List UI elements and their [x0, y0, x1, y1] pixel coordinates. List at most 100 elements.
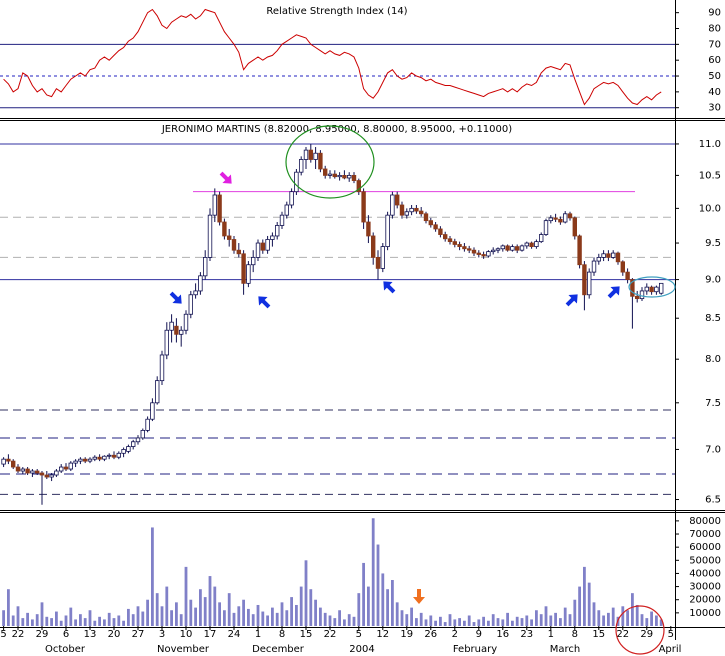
- volume-bar: [535, 610, 538, 626]
- candle-body: [260, 242, 265, 251]
- x-tick-label: 5: [356, 629, 362, 640]
- volume-bar: [607, 612, 610, 626]
- volume-bar: [631, 593, 634, 626]
- candle-body: [15, 466, 21, 472]
- volume-bar: [381, 573, 385, 626]
- volume-bar: [40, 602, 44, 626]
- volume-bar: [26, 612, 29, 626]
- candle-body: [625, 271, 630, 280]
- candle-body: [332, 173, 337, 178]
- candle-body: [591, 260, 597, 273]
- y-tick-label: 8.0: [705, 354, 721, 365]
- candle-body: [423, 213, 429, 222]
- volume-bar: [213, 586, 217, 626]
- candle-body: [130, 441, 136, 447]
- candle-body: [126, 446, 131, 452]
- volume-bar: [314, 599, 317, 626]
- candle-body: [553, 217, 558, 220]
- candle-body: [54, 470, 59, 476]
- volume-bar: [659, 619, 663, 626]
- volume-bar: [251, 614, 255, 626]
- volume-bar: [208, 576, 212, 626]
- volume-bar: [592, 602, 596, 626]
- volume-bar: [83, 618, 87, 626]
- x-tick-label: 1: [255, 629, 261, 640]
- candle-body: [457, 244, 462, 248]
- candle-body: [582, 264, 587, 296]
- volume-bar: [261, 611, 265, 626]
- candle-body: [539, 234, 544, 243]
- volume-bar: [602, 615, 605, 626]
- candle-body: [327, 173, 333, 176]
- volume-bar: [328, 615, 332, 626]
- volume-bar: [280, 602, 284, 626]
- volume-bar: [309, 589, 313, 626]
- candle-body: [236, 249, 241, 255]
- x-tick-label: 8: [279, 629, 285, 640]
- volume-bar: [343, 619, 346, 626]
- volume-bar: [79, 614, 82, 626]
- volume-bar: [511, 620, 514, 626]
- month-label: February: [453, 644, 497, 655]
- x-tick-label: 6: [63, 629, 69, 640]
- volume-bar: [59, 620, 63, 626]
- annotations: [169, 125, 676, 655]
- month-label: December: [252, 644, 305, 655]
- candle-body: [150, 402, 155, 420]
- volume-bar: [453, 619, 457, 626]
- y-tick-label: 7.0: [705, 444, 721, 455]
- volume-bar: [458, 618, 461, 626]
- candle-body: [611, 252, 616, 258]
- candle-body: [174, 325, 179, 335]
- volume-bar: [655, 615, 658, 626]
- volume-bar: [155, 593, 159, 626]
- candle-body: [102, 455, 107, 460]
- candle-body: [135, 437, 141, 443]
- candle-body: [116, 452, 121, 458]
- volume-bar: [434, 620, 437, 626]
- volume-bar: [525, 615, 529, 626]
- candle-body: [255, 242, 261, 258]
- y-tick-label: 50: [708, 71, 721, 82]
- candle-body: [63, 466, 69, 470]
- x-tick-label: 12: [376, 629, 389, 640]
- arrow: [413, 589, 425, 604]
- volume-bar: [583, 566, 586, 626]
- volume-bar: [539, 614, 543, 626]
- volume-bar: [463, 620, 466, 626]
- volume-bar: [443, 622, 447, 626]
- candle-body: [644, 286, 649, 292]
- candle-body: [188, 294, 193, 315]
- volume-bar: [11, 615, 15, 626]
- candle-body: [207, 214, 213, 258]
- volume-bar: [429, 615, 433, 626]
- volume-bar: [170, 610, 173, 626]
- candle-body: [649, 286, 654, 293]
- volume-bar: [544, 606, 548, 626]
- x-tick-label: 2: [452, 629, 458, 640]
- candle-body: [169, 321, 174, 331]
- candle-body: [318, 152, 323, 170]
- x-tick-label: 3: [159, 629, 165, 640]
- volume-bar: [597, 610, 601, 626]
- volume-bar: [103, 619, 106, 626]
- candle-body: [596, 257, 601, 262]
- y-tick-label: 7.5: [705, 398, 721, 409]
- candle-body: [145, 418, 150, 431]
- volume-bar: [299, 586, 303, 626]
- y-tick-label: 40: [708, 87, 721, 98]
- volume-bar: [467, 615, 471, 626]
- volume-bar: [405, 614, 409, 626]
- candle-body: [59, 466, 64, 472]
- volume-bar: [338, 610, 341, 626]
- candle-body: [659, 282, 664, 294]
- candle-body: [471, 249, 477, 254]
- candle-body: [409, 207, 414, 213]
- candle-body: [217, 194, 222, 223]
- volume-bar: [424, 619, 428, 626]
- candle-body: [572, 217, 577, 237]
- candle-body: [231, 239, 237, 251]
- x-tick-label: 27: [132, 629, 145, 640]
- rsi-line: [3, 8, 662, 106]
